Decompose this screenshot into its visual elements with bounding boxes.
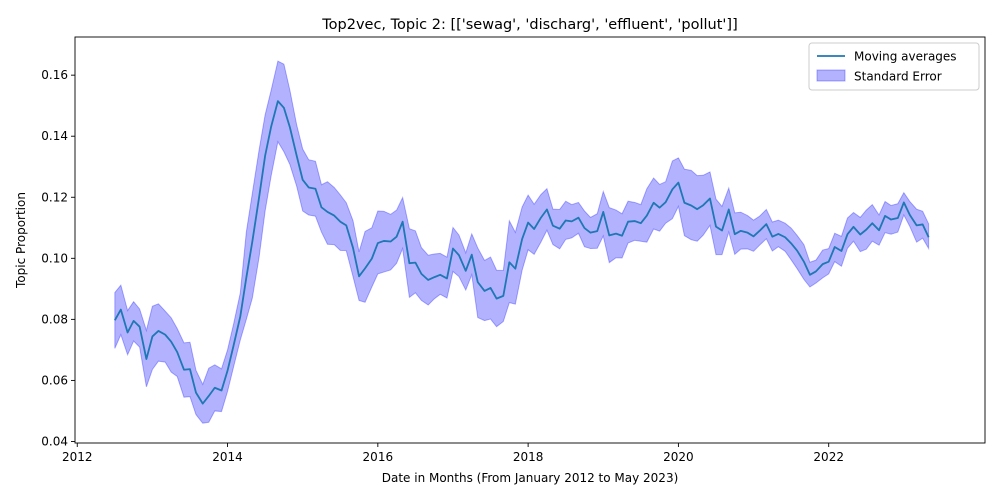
moving-average-line (114, 100, 930, 405)
y-tick-label: 0.14 (41, 129, 68, 143)
legend: Moving averages Standard Error (808, 42, 980, 91)
x-tick-label: 2020 (663, 450, 694, 464)
x-tick-label: 2012 (62, 450, 93, 464)
legend-box (808, 42, 980, 91)
legend-band-swatch (816, 69, 846, 82)
plot-frame (74, 36, 986, 444)
legend-label-standard-error: Standard Error (854, 70, 942, 84)
y-axis: 0.04 0.06 0.08 0.10 0.12 0.14 0.16 (41, 68, 75, 448)
legend-label-moving-averages: Moving averages (854, 50, 957, 64)
chart-title: Top2vec, Topic 2: [['sewag', 'discharg',… (321, 17, 737, 33)
y-tick-label: 0.12 (41, 190, 68, 204)
x-axis-label: Date in Months (From January 2012 to May… (382, 471, 679, 485)
y-tick-label: 0.10 (41, 251, 68, 265)
x-axis: 2012 2014 2016 2018 2020 2022 (62, 443, 844, 464)
y-tick-label: 0.08 (41, 312, 68, 326)
y-axis-label: Topic Proportion (14, 192, 28, 289)
x-tick-label: 2016 (363, 450, 394, 464)
x-tick-label: 2018 (513, 450, 544, 464)
x-tick-label: 2014 (212, 450, 243, 464)
y-tick-label: 0.16 (41, 68, 68, 82)
x-tick-label: 2022 (813, 450, 844, 464)
y-tick-label: 0.06 (41, 373, 68, 387)
plot-area (114, 60, 930, 424)
y-tick-label: 0.04 (41, 434, 68, 448)
